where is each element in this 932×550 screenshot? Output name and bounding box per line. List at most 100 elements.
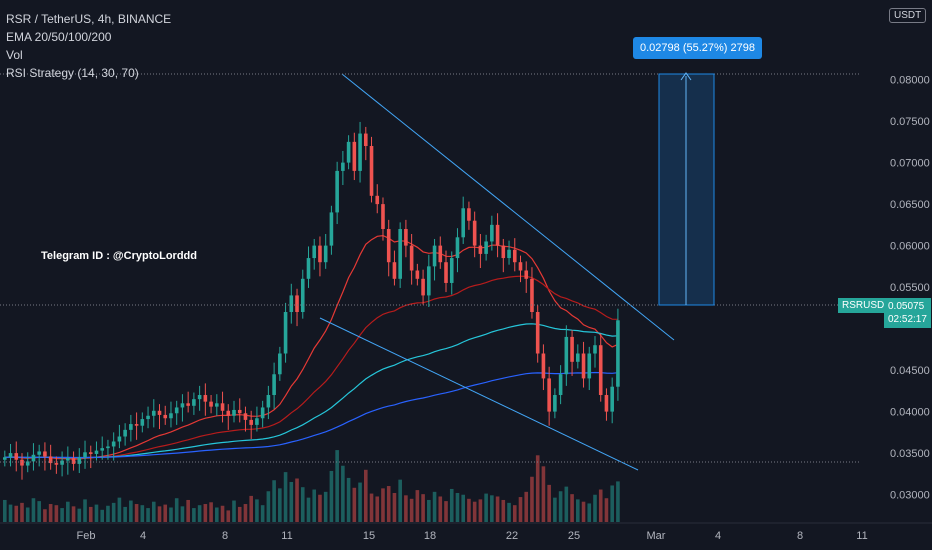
candle-body [186, 403, 190, 406]
time-tick-label: 8 [222, 530, 228, 542]
candle-body [94, 450, 99, 454]
candle-body [570, 336, 574, 362]
candle-body [232, 409, 236, 416]
volume-bar [197, 505, 202, 522]
candle-body [484, 241, 488, 254]
volume-bar [478, 499, 483, 522]
volume-bar [558, 491, 563, 522]
volume-bar [392, 493, 397, 522]
candle-body [318, 245, 322, 263]
symbol-title[interactable]: RSR / TetherUS, 4h, BINANCE [6, 12, 172, 26]
volume-bar [501, 499, 506, 522]
candle-body [146, 415, 150, 420]
candle-body [8, 453, 13, 458]
volume-bar [71, 506, 76, 522]
volume-bar [209, 502, 213, 522]
candle-body [427, 266, 431, 296]
candle-body [616, 320, 620, 387]
candle-body [478, 245, 483, 254]
volume-bar [54, 505, 59, 522]
volume-bar [169, 507, 173, 522]
candle-body [31, 454, 36, 462]
candle-body [3, 457, 7, 460]
candle-body [404, 229, 408, 246]
volume-bar [616, 481, 620, 522]
volume-bar [266, 491, 271, 522]
candle-body [226, 410, 231, 416]
candle-body [106, 446, 110, 449]
volume-bar [587, 503, 592, 522]
volume-bar [604, 498, 609, 522]
candle-body [203, 395, 208, 402]
drawings[interactable] [0, 72, 860, 471]
price-tick-label: 0.03000 [890, 490, 930, 502]
volume-bar [295, 478, 299, 522]
ema100-line [4, 323, 618, 459]
candle-body [381, 204, 385, 230]
volume-bar [541, 466, 546, 522]
candle-body [289, 295, 294, 313]
upper-trendline[interactable] [341, 73, 675, 341]
candle-body [398, 229, 402, 279]
candle-body [432, 245, 437, 267]
candle-body [604, 395, 609, 412]
candle-body [66, 458, 70, 461]
volume-bar [438, 496, 443, 522]
candle-body [283, 312, 288, 354]
candle-body [169, 413, 173, 419]
time-tick-label: 22 [506, 530, 518, 542]
volume-bar [484, 493, 488, 522]
candle-body [48, 456, 53, 464]
candle-body [490, 224, 494, 242]
candle-body [278, 353, 282, 375]
candle-body [507, 249, 511, 259]
volume-bar [535, 455, 540, 522]
candle-body [255, 418, 259, 425]
volume-indicator-label[interactable]: Vol [6, 48, 23, 62]
candle-body [547, 378, 551, 412]
currency-button[interactable]: USDT [889, 8, 927, 23]
candle-body [512, 249, 517, 263]
volume-bar [306, 497, 311, 522]
volume-bar [507, 502, 511, 522]
ema20-line [4, 234, 619, 460]
candle-body [300, 278, 305, 313]
candle-body [295, 295, 299, 313]
candle-body [77, 457, 82, 464]
volume-bar [117, 497, 122, 522]
volume-bar [461, 494, 465, 522]
candle-body [363, 133, 368, 147]
candle-body [524, 270, 529, 279]
candle-body [43, 451, 47, 457]
volume-bar [203, 504, 208, 522]
volume-bar [346, 477, 351, 522]
volume-bar [129, 500, 133, 522]
volume-bar [151, 501, 156, 522]
price-tick-label: 0.04500 [890, 365, 930, 377]
candle-body [83, 452, 87, 458]
volume-bar [576, 499, 580, 522]
chart-legend: RSR / TetherUS, 4h, BINANCE EMA 20/50/10… [6, 10, 171, 82]
volume-bar [174, 498, 179, 522]
volume-bar [283, 472, 288, 522]
candle-body [329, 212, 334, 246]
ema-indicator-label[interactable]: EMA 20/50/100/200 [6, 30, 112, 44]
volume-bar [123, 506, 127, 522]
volume-bar [553, 497, 557, 522]
candle-body [60, 460, 64, 465]
candle-body [535, 312, 540, 354]
volume-bar [260, 505, 265, 522]
candle-body [180, 403, 185, 408]
volume-bar [43, 509, 47, 522]
candle-body [409, 245, 414, 271]
rsi-strategy-label[interactable]: RSI Strategy (14, 30, 70) [6, 66, 139, 80]
candle-body [610, 386, 614, 412]
volume-bar [432, 491, 437, 522]
candle-body [346, 141, 351, 163]
volume-bar [249, 495, 253, 522]
candle-body [174, 407, 179, 414]
lower-trendline[interactable] [319, 317, 639, 471]
volume-bar [467, 498, 471, 522]
volume-bar [323, 491, 328, 522]
